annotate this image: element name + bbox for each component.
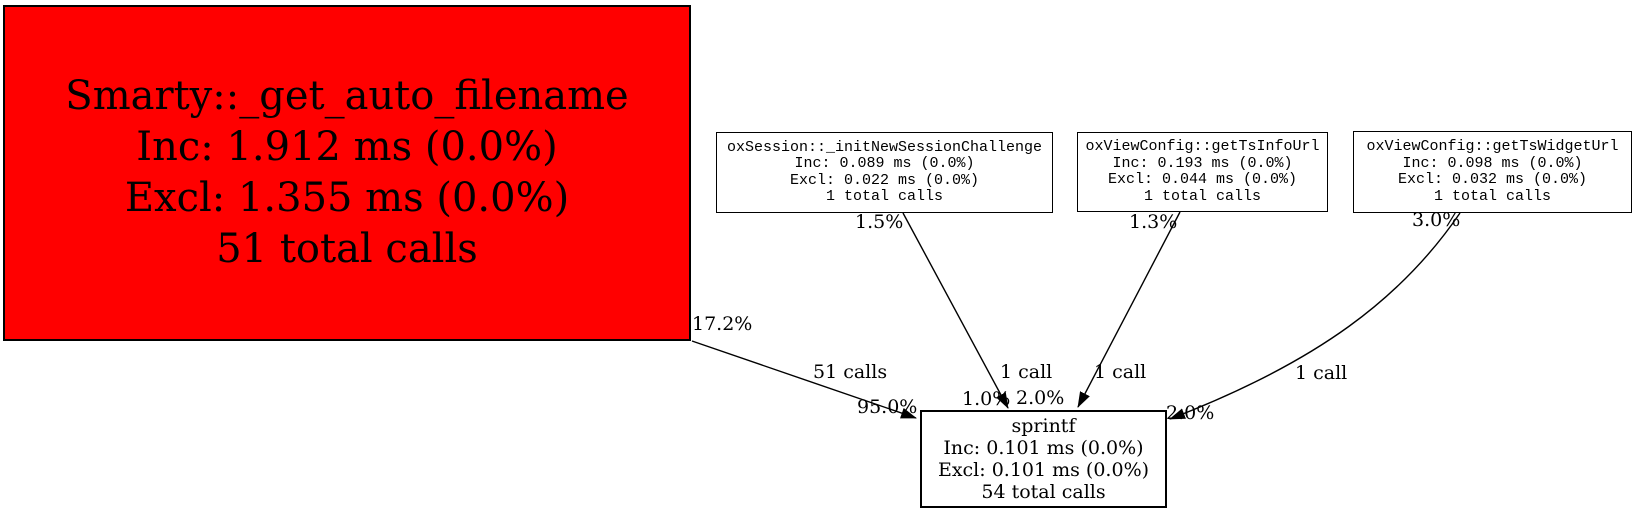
edge-oxsession-to-sprintf [902,212,1009,409]
edge-tsinfourl-calls-label: 1 call [1094,361,1147,383]
node-oxsession-initnewsessionchallenge[interactable]: oxSession::_initNewSessionChallenge Inc:… [716,132,1053,213]
node-exclusive-time: Excl: 0.022 ms (0.0%) [789,171,980,189]
node-oxviewconfig-gettswidgeturl[interactable]: oxViewConfig::getTsWidgetUrl Inc: 0.098 … [1353,131,1632,213]
node-total-calls: 51 total calls [216,226,478,272]
node-total-calls: 54 total calls [981,481,1106,503]
node-total-calls: 1 total calls [1143,187,1262,205]
edge-oxsession-tail-percent: 1.5% [855,211,904,233]
edge-smarty-tail-percent: 17.2% [692,313,753,335]
node-inclusive-time: Inc: 0.089 ms (0.0%) [794,155,975,172]
edge-tswidgeturl-tail-percent: 3.0% [1412,209,1461,231]
node-oxviewconfig-gettsinfourl[interactable]: oxViewConfig::getTsInfoUrl Inc: 0.193 ms… [1077,132,1328,212]
edge-tswidgeturl-calls-label: 1 call [1295,362,1348,384]
node-exclusive-time: Excl: 0.044 ms (0.0%) [1107,171,1298,188]
node-title: sprintf [1011,415,1076,437]
edge-smarty-head-percent: 95.0% [857,396,918,418]
node-title: Smarty::_get_auto_filename [65,73,629,119]
edge-oxsession-head-percent: 1.0% [962,388,1011,410]
node-sprintf[interactable]: sprintf Inc: 0.101 ms (0.0%) Excl: 0.101… [920,410,1167,508]
node-inclusive-time: Inc: 1.912 ms (0.0%) [136,124,558,170]
node-total-calls: 1 total calls [1433,187,1552,205]
node-title: oxViewConfig::getTsInfoUrl [1085,138,1320,155]
edge-oxsession-calls-label: 1 call [1000,361,1053,383]
edge-tsinfourl-head-percent: 2.0% [1016,387,1065,409]
node-exclusive-time: Excl: 1.355 ms (0.0%) [124,175,570,221]
node-exclusive-time: Excl: 0.032 ms (0.0%) [1397,171,1588,188]
node-smarty-get-auto-filename[interactable]: Smarty::_get_auto_filename Inc: 1.912 ms… [3,5,691,341]
edge-tswidgeturl-head-percent: 2.0% [1166,402,1215,424]
node-total-calls: 1 total calls [825,188,944,205]
node-inclusive-time: Inc: 0.193 ms (0.0%) [1112,154,1293,172]
node-title: oxSession::_initNewSessionChallenge [726,138,1043,156]
node-exclusive-time: Excl: 0.101 ms (0.0%) [937,459,1150,481]
node-inclusive-time: Inc: 0.101 ms (0.0%) [943,437,1144,459]
node-title: oxViewConfig::getTsWidgetUrl [1366,138,1619,155]
edge-tsinfourl-tail-percent: 1.3% [1129,211,1178,233]
edge-tswidgeturl-to-sprintf [1169,212,1461,420]
edge-smarty-calls-label: 51 calls [813,361,888,383]
node-inclusive-time: Inc: 0.098 ms (0.0%) [1402,154,1583,172]
